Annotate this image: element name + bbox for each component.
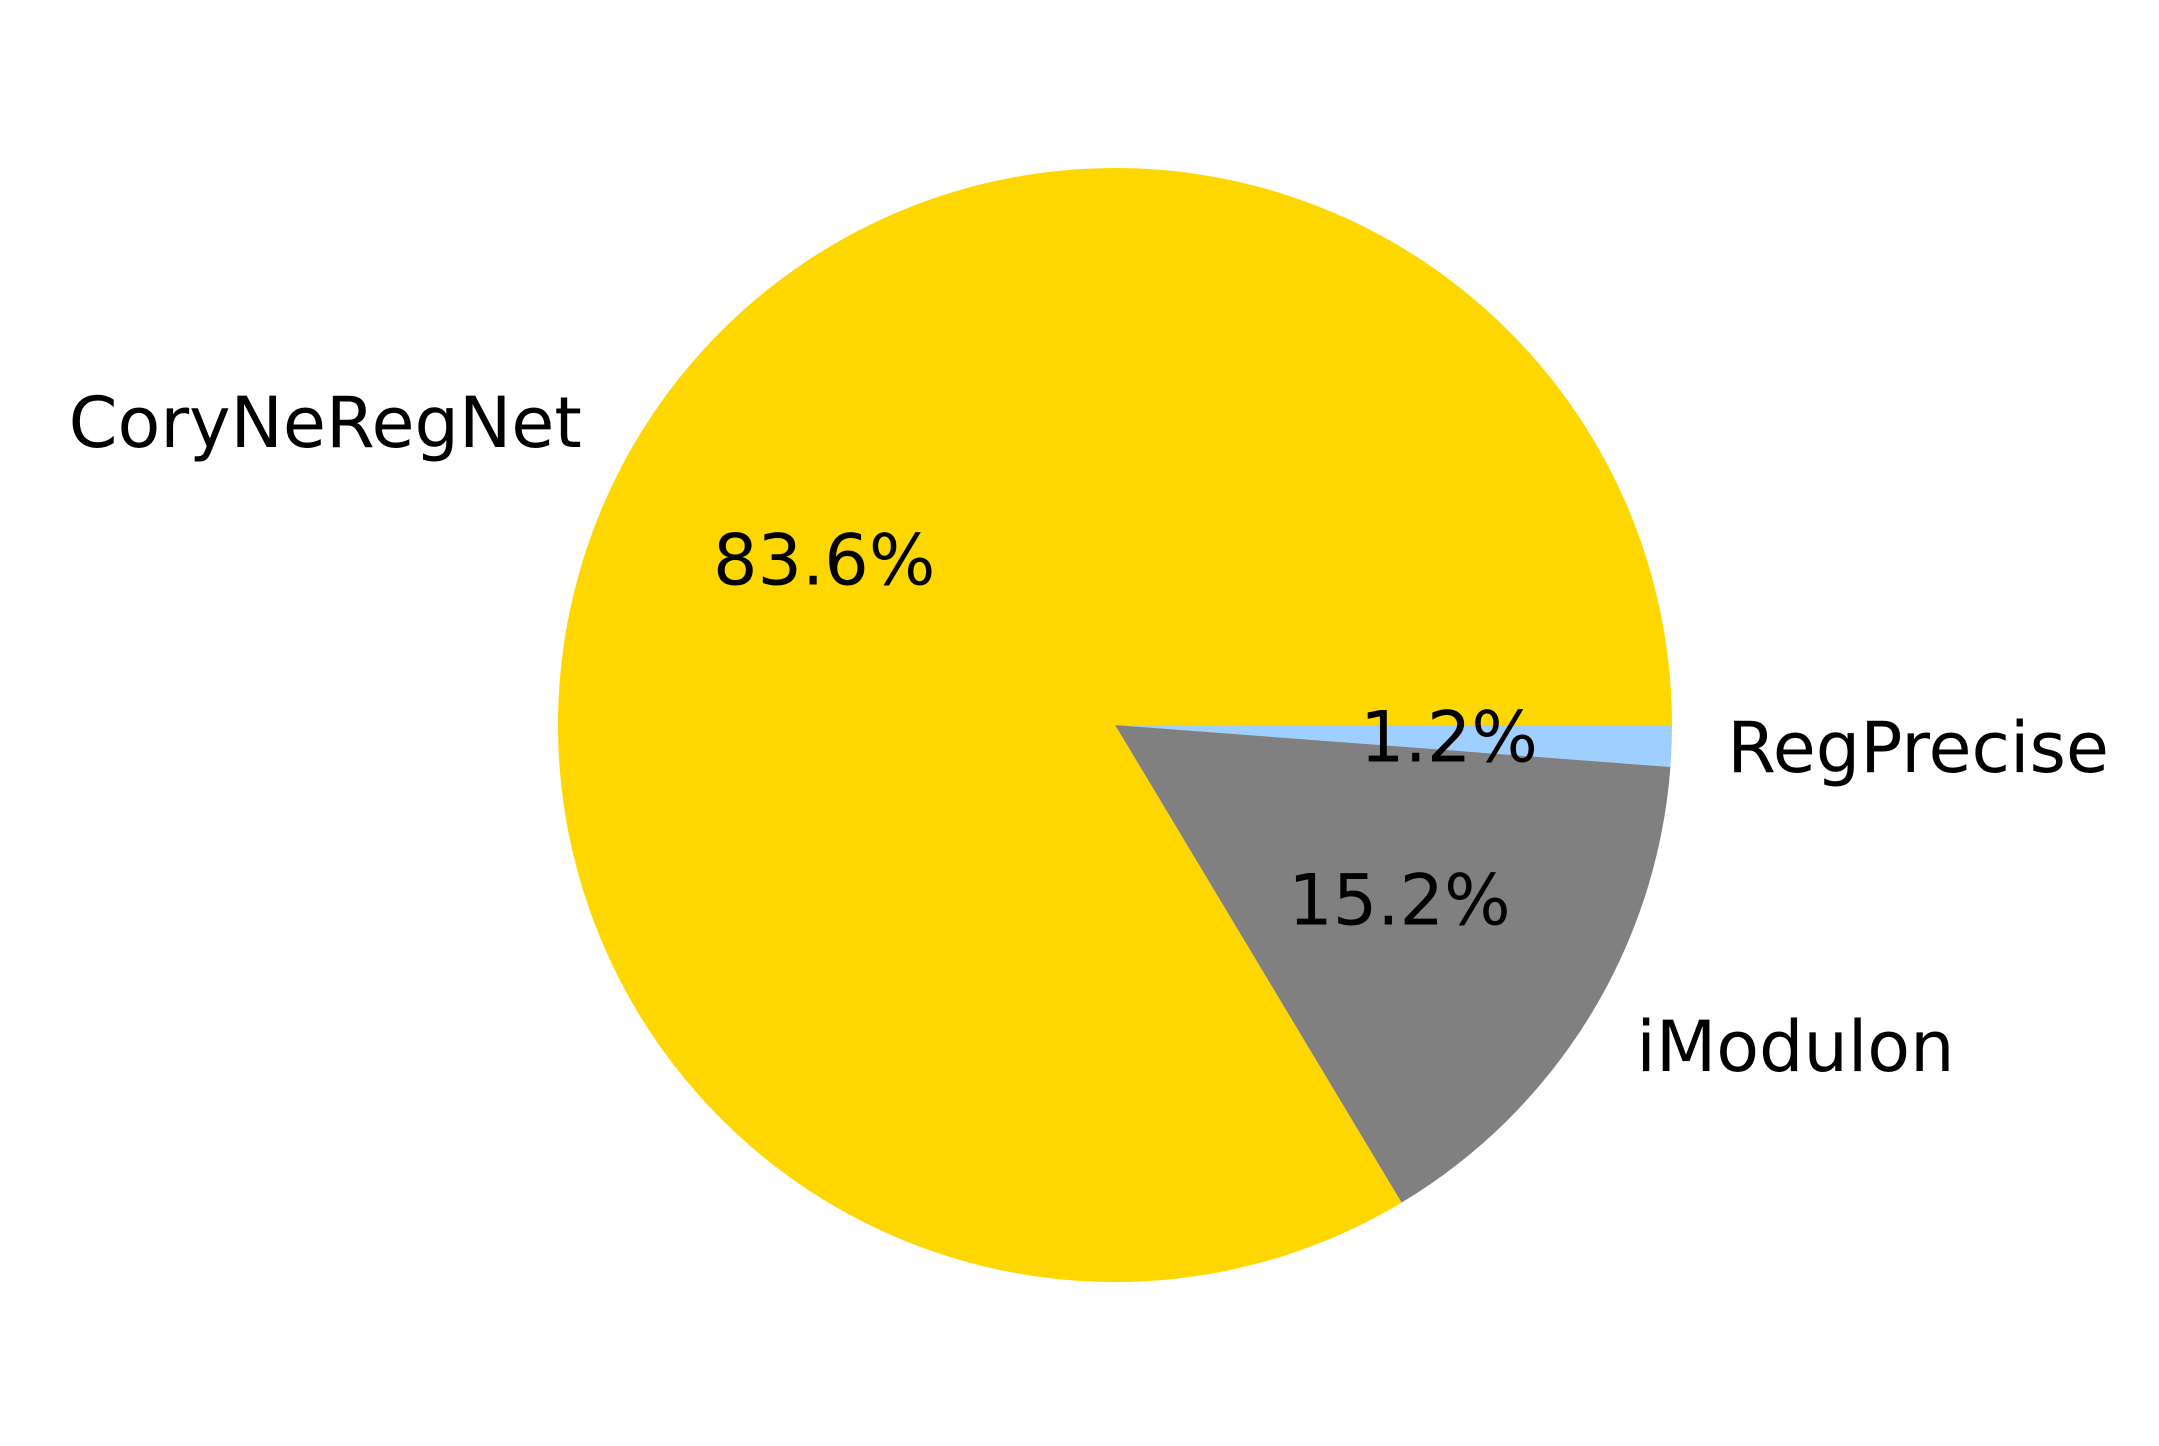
pie-slices xyxy=(558,167,1672,1282)
category-label-coryneregnet: CoryNeRegNet xyxy=(69,382,582,464)
pie-labels: 1.2% RegPrecise 15.2% iModulon 83.6% CoryNeRe… xyxy=(69,382,2109,1088)
pie-slice-coryneregnet xyxy=(558,167,1672,1282)
pct-label-imodulon: 15.2% xyxy=(1288,860,1510,942)
pct-label-regprecise: 1.2% xyxy=(1360,697,1538,779)
pie-slice-regprecise xyxy=(1115,725,1672,767)
category-label-imodulon: iModulon xyxy=(1636,1006,1954,1088)
category-label-regprecise: RegPrecise xyxy=(1727,707,2109,789)
pct-label-coryneregnet: 83.6% xyxy=(713,519,935,601)
pie-slice-imodulon xyxy=(1115,725,1671,1203)
